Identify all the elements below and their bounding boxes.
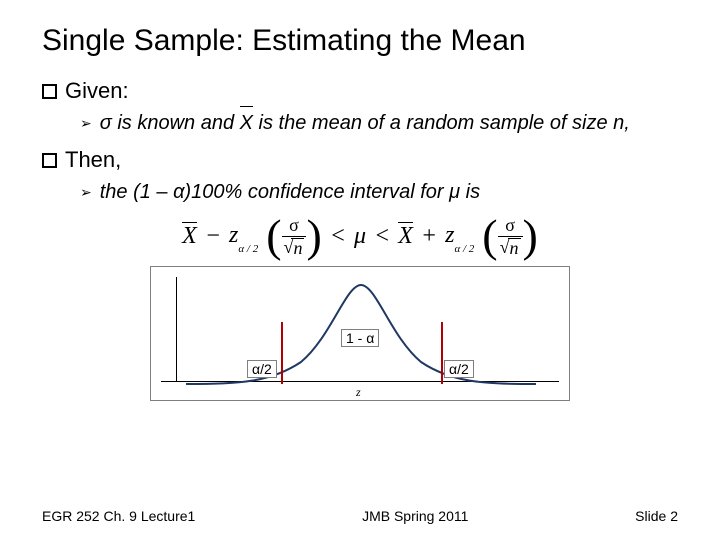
z-axis-label: z (356, 385, 361, 400)
section-given: Given: (42, 78, 678, 104)
then-sub-text: the (1 – α)100% confidence interval for … (100, 179, 480, 206)
then-sub: ➢ the (1 – α)100% confidence interval fo… (80, 179, 678, 206)
z-symbol: zα / 2 (229, 222, 258, 251)
footer: EGR 252 Ch. 9 Lecture1 JMB Spring 2011 S… (0, 508, 720, 524)
paren-open-icon: ( (266, 218, 281, 255)
plus-sign: + (421, 223, 437, 250)
paren-close-icon: ) (306, 218, 321, 255)
then-label: Then, (65, 147, 121, 173)
slide: Single Sample: Estimating the Mean Given… (0, 0, 720, 540)
right-tail-label: α/2 (444, 360, 474, 378)
paren-close-icon: ) (523, 218, 538, 255)
page-title: Single Sample: Estimating the Mean (42, 24, 678, 58)
right-critical-line (441, 322, 443, 384)
left-tail-label: α/2 (247, 360, 277, 378)
right-paren-group: ( σ √n ) (482, 216, 538, 258)
given-label: Given: (65, 78, 129, 104)
confidence-interval-formula: X − zα / 2 ( σ √n ) < μ < X + zα / 2 ( σ (42, 216, 678, 258)
square-bullet-icon (42, 153, 57, 168)
square-bullet-icon (42, 84, 57, 99)
footer-center: JMB Spring 2011 (362, 508, 468, 524)
z-symbol: zα / 2 (445, 222, 474, 251)
given-sub: ➢ σ is known and X is the mean of a rand… (80, 110, 678, 137)
lt-sign: < (374, 223, 390, 250)
minus-sign: − (205, 223, 221, 250)
center-area-label: 1 - α (341, 329, 379, 347)
footer-left: EGR 252 Ch. 9 Lecture1 (42, 508, 195, 524)
mu-symbol: μ (354, 223, 366, 250)
triangle-bullet-icon: ➢ (80, 183, 92, 202)
normal-distribution-chart: 1 - α α/2 α/2 z (150, 266, 570, 401)
lt-sign: < (330, 223, 346, 250)
xbar-symbol: X (398, 223, 413, 250)
sigma-over-root-n: σ √n (282, 216, 307, 258)
paren-open-icon: ( (482, 218, 497, 255)
sigma-over-root-n: σ √n (498, 216, 523, 258)
left-critical-line (281, 322, 283, 384)
footer-right: Slide 2 (635, 508, 678, 524)
section-then: Then, (42, 147, 678, 173)
given-sub-text: σ is known and X is the mean of a random… (100, 110, 630, 137)
triangle-bullet-icon: ➢ (80, 114, 92, 133)
left-paren-group: ( σ √n ) (266, 216, 322, 258)
xbar-symbol: X (182, 223, 197, 250)
